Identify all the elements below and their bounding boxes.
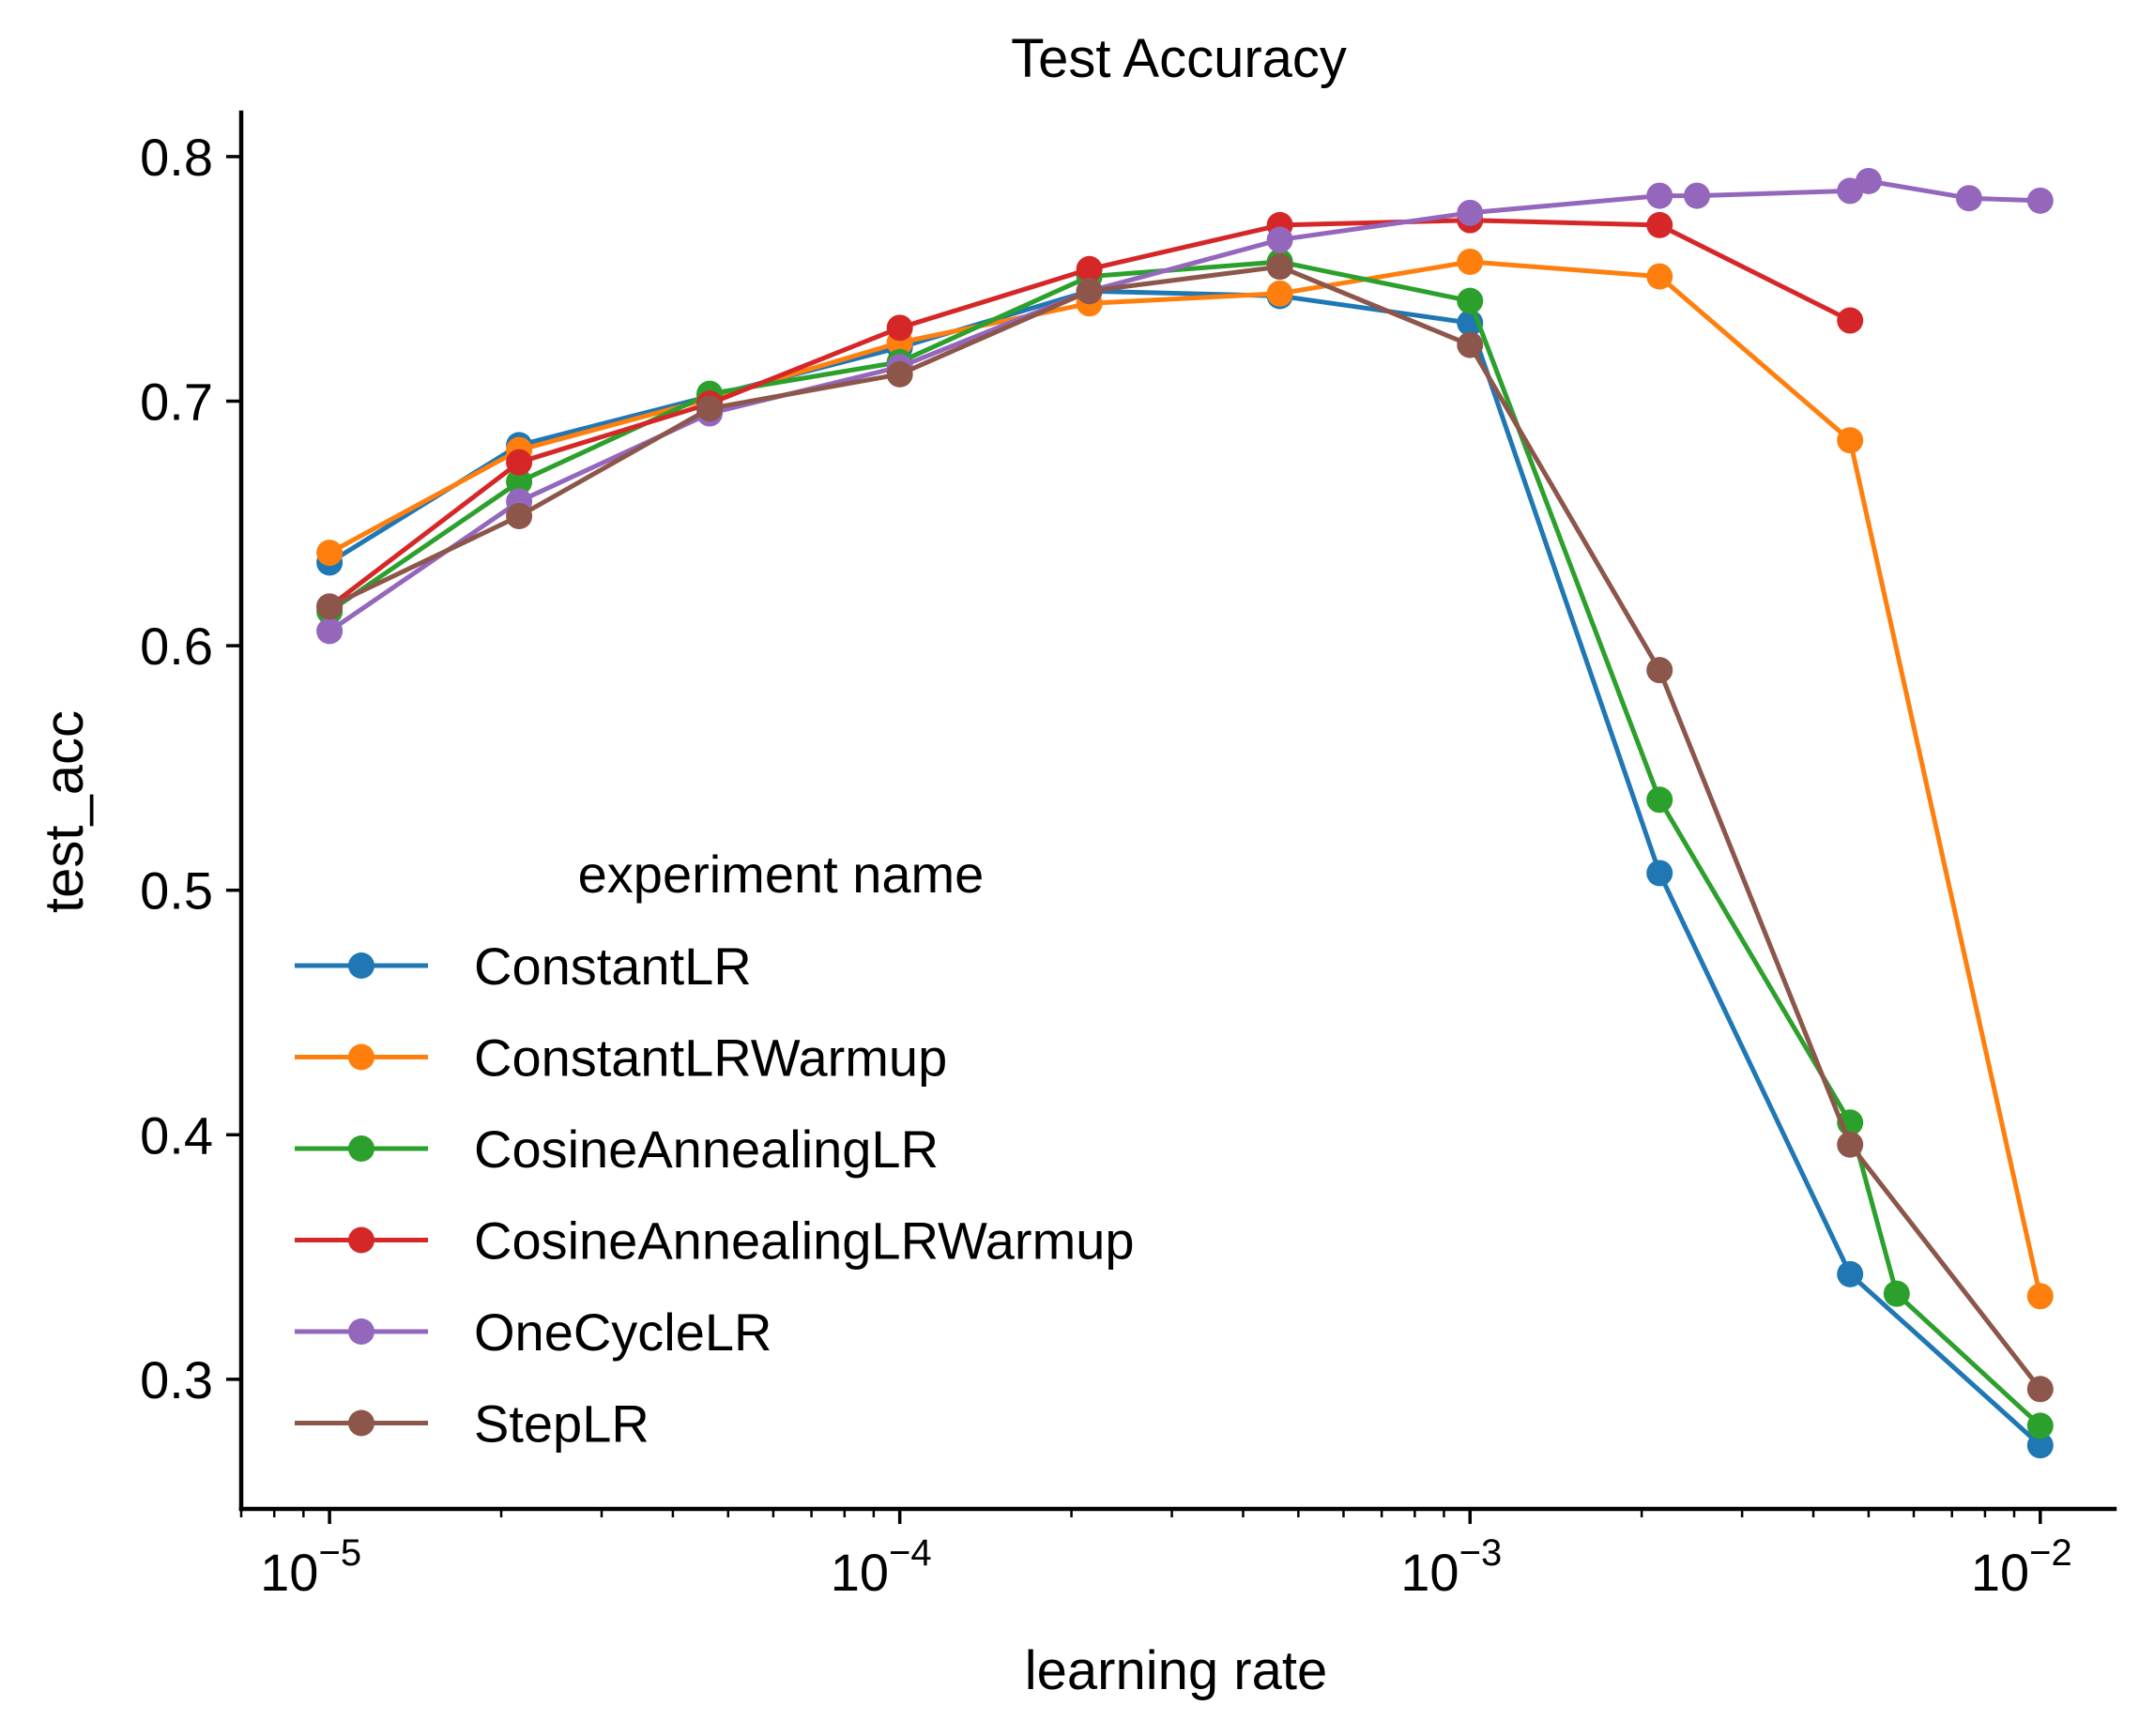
point-CosineAnnealingLRWarmup-3 [886,314,913,342]
point-StepLR-0 [316,593,344,620]
point-CosineAnnealingLRWarmup-7 [1646,211,1673,238]
x-tick-base-1: 10 [831,1543,889,1602]
point-CosineAnnealingLR-9 [1883,1280,1910,1307]
point-StepLR-4 [1076,278,1103,305]
y-tick-label-4: 0.7 [140,373,213,432]
x-axis-label: learning rate [1025,1640,1327,1701]
legend-item-CosineAnnealingLRWarmup: CosineAnnealingLRWarmup [295,1211,1135,1271]
legend-item-ConstantLR: ConstantLR [295,937,752,996]
x-tick-label-1: 10−4 [831,1532,932,1602]
point-ConstantLRWarmup-5 [1266,280,1293,307]
x-tick-exp-1: −4 [889,1532,932,1574]
y-tick-label-2: 0.5 [140,861,213,921]
legend-label: CosineAnnealingLRWarmup [474,1211,1135,1271]
point-ConstantLR-8 [1837,1260,1864,1287]
point-ConstantLRWarmup-9 [2026,1283,2054,1310]
point-StepLR-7 [1646,657,1673,684]
point-StepLR-6 [1457,331,1484,358]
legend-label: ConstantLR [474,937,752,996]
series-line-StepLR [328,264,2042,1391]
point-CosineAnnealingLRWarmup-4 [1076,255,1103,282]
point-ConstantLRWarmup-0 [316,540,344,567]
x-tick-exp-3: −2 [2029,1532,2072,1574]
y-tick-label-0: 0.3 [140,1350,213,1409]
point-StepLR-5 [1266,253,1293,281]
point-OneCycleLR-11 [1955,185,1982,212]
point-StepLR-2 [696,395,724,422]
x-tick-label-2: 10−3 [1400,1532,1502,1602]
series-line-ConstantLRWarmup [328,259,2043,1297]
legend-swatch-marker [348,1043,374,1071]
point-OneCycleLR-7 [1646,182,1673,209]
legend-label: CosineAnnealingLR [474,1119,939,1179]
legend: experiment name ConstantLR ConstantLRWarmu… [295,845,1135,1454]
point-StepLR-8 [1837,1131,1864,1158]
point-OneCycleLR-5 [1266,226,1293,253]
point-CosineAnnealingLR-1 [506,468,533,495]
point-CosineAnnealingLR-10 [2026,1412,2054,1439]
legend-label: ConstantLRWarmup [474,1028,947,1088]
point-OneCycleLR-12 [2026,187,2054,214]
legend-item-ConstantLRWarmup: ConstantLRWarmup [295,1028,947,1088]
series-CosineAnnealingLRWarmup [316,206,1864,620]
x-tick-exp-0: −5 [318,1532,361,1574]
legend-swatch-marker [348,1135,374,1162]
series-line-ConstantLR [328,288,2042,1448]
legend-swatch-marker [348,1318,374,1345]
legend-label: StepLR [474,1394,649,1454]
point-OneCycleLR-10 [1855,167,1882,194]
y-tick-label-3: 0.6 [140,617,213,676]
point-ConstantLR-9 [2026,1432,2054,1459]
series-OneCycleLR [316,167,2054,645]
point-StepLR-3 [886,360,913,388]
y-tick-label-1: 0.4 [140,1105,213,1165]
x-tick-exp-2: −3 [1459,1532,1503,1574]
x-tick-label-0: 10−5 [260,1532,361,1602]
x-tick-base-3: 10 [1971,1543,2029,1602]
y-tick-label-5: 0.8 [140,128,213,187]
point-OneCycleLR-6 [1457,199,1484,226]
point-ConstantLRWarmup-8 [1837,427,1864,454]
series-layer [316,167,2054,1459]
point-CosineAnnealingLRWarmup-8 [1837,307,1864,334]
point-OneCycleLR-8 [1684,182,1711,209]
point-StepLR-9 [2026,1376,2054,1403]
legend-swatch-marker [348,952,374,979]
point-ConstantLR-7 [1646,860,1673,887]
series-StepLR [316,253,2054,1403]
legend-item-StepLR: StepLR [295,1394,649,1454]
legend-swatch-marker [348,1226,374,1254]
chart-title: Test Accuracy [1011,28,1347,89]
legend-item-CosineAnnealingLR: CosineAnnealingLR [295,1119,939,1179]
axes: 0.30.40.50.60.70.810−5 10−4 10−3 10−2 [140,110,2117,1602]
legend-title: experiment name [578,845,985,904]
point-CosineAnnealingLRWarmup-1 [506,449,533,476]
point-StepLR-1 [506,502,533,529]
point-ConstantLRWarmup-6 [1457,248,1484,275]
point-CosineAnnealingLR-6 [1457,287,1484,314]
legend-label: OneCycleLR [474,1302,772,1362]
legend-item-OneCycleLR: OneCycleLR [295,1302,772,1362]
legend-swatch-marker [348,1409,374,1437]
point-OneCycleLR-0 [316,617,344,645]
x-tick-label-3: 10−2 [1971,1532,2072,1602]
x-tick-base-2: 10 [1400,1543,1459,1602]
point-CosineAnnealingLR-7 [1646,786,1673,814]
point-ConstantLRWarmup-7 [1646,263,1673,290]
x-tick-base-0: 10 [260,1543,318,1602]
y-axis-label: test_acc [34,710,95,913]
